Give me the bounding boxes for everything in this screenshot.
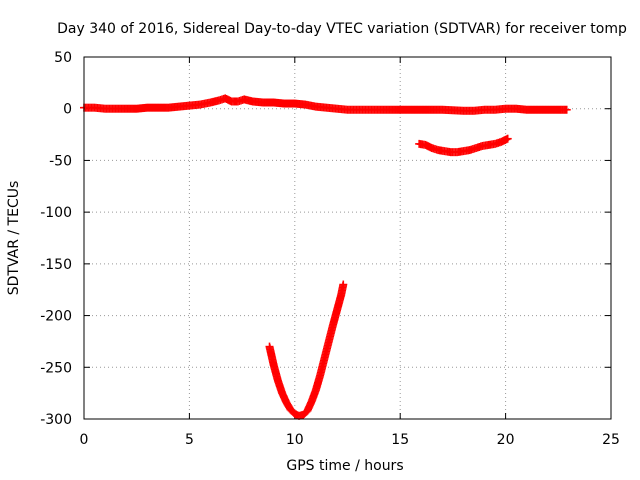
data-point [307, 387, 320, 406]
y-tick-label: -300 [40, 412, 72, 428]
x-tick-label: 25 [602, 432, 620, 448]
series-0 [80, 94, 571, 115]
y-tick-label: -150 [40, 257, 72, 273]
y-tick-label: -250 [40, 360, 72, 376]
grid [84, 57, 611, 419]
y-tick-label: 50 [54, 50, 72, 66]
data-point [343, 105, 361, 114]
data-point [396, 105, 424, 114]
data-point [265, 342, 278, 368]
data-point [324, 323, 337, 347]
y-tick-label: -100 [40, 205, 72, 221]
data-point [339, 280, 348, 289]
data-point [421, 140, 435, 152]
x-tick-label: 5 [185, 432, 194, 448]
data-point [320, 339, 333, 364]
series-1 [415, 134, 512, 157]
x-tick-label: 0 [80, 432, 89, 448]
x-tick-label: 20 [497, 432, 515, 448]
data-point [259, 98, 277, 107]
data-points [80, 94, 571, 420]
x-tick-label: 15 [391, 432, 409, 448]
data-point [562, 105, 571, 114]
data-point [273, 376, 286, 396]
series-2 [265, 280, 348, 420]
y-tick-label: -50 [49, 153, 72, 169]
data-point [301, 100, 319, 111]
x-axis-label: GPS time / hours [286, 458, 403, 474]
data-point [438, 105, 466, 115]
data-point [303, 398, 316, 415]
y-axis-label: SDTVAR / TECUs [6, 181, 22, 296]
data-point [503, 134, 512, 143]
plot-frame [83, 56, 612, 420]
x-tick-label: 10 [286, 432, 304, 448]
chart-title: Day 340 of 2016, Sidereal Day-to-day VTE… [57, 21, 627, 37]
data-point [375, 105, 403, 114]
y-tick-label: -200 [40, 309, 72, 325]
y-tick-label: 0 [63, 102, 72, 118]
data-point [316, 356, 328, 380]
